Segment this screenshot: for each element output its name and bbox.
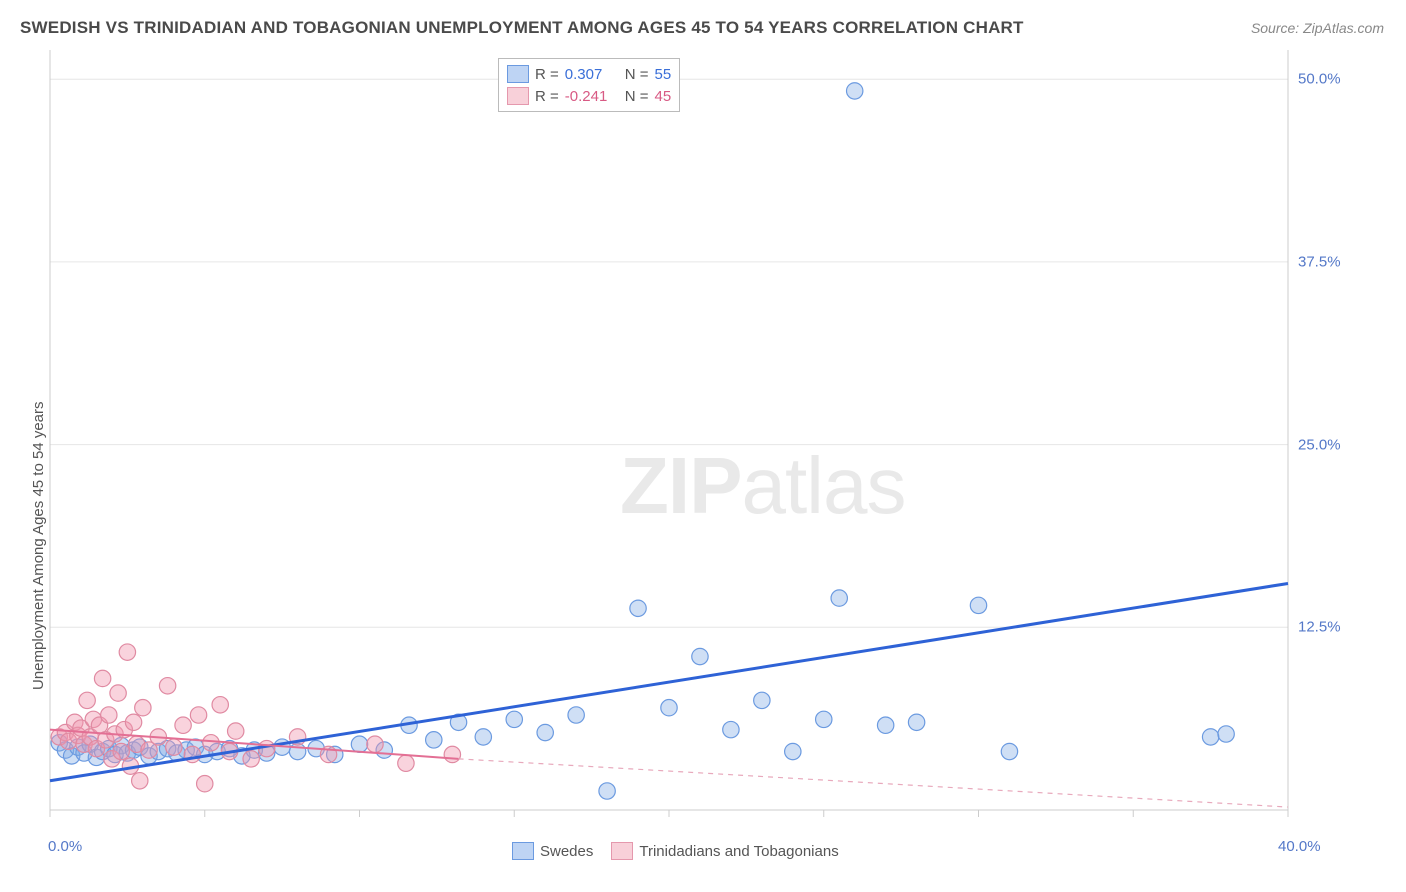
y-tick-label: 37.5%	[1298, 253, 1341, 270]
stats-row: R = 0.307 N = 55	[507, 63, 671, 85]
r-label: R =	[535, 66, 559, 83]
n-label: N =	[625, 66, 649, 83]
x-last-tick-label: 40.0%	[1278, 838, 1321, 855]
x-first-tick-label: 0.0%	[48, 838, 82, 855]
r-value: 0.307	[565, 66, 619, 83]
legend-swatch	[611, 842, 633, 860]
legend-item: Swedes	[512, 842, 593, 860]
n-value: 45	[655, 88, 672, 105]
y-tick-label: 50.0%	[1298, 71, 1341, 88]
stats-legend: R = 0.307 N = 55 R = -0.241 N = 45	[498, 58, 680, 112]
n-value: 55	[655, 66, 672, 83]
legend-swatch	[507, 87, 529, 105]
chart-title: SWEDISH VS TRINIDADIAN AND TOBAGONIAN UN…	[20, 18, 1024, 38]
y-tick-label: 25.0%	[1298, 436, 1341, 453]
series-legend: Swedes Trinidadians and Tobagonians	[512, 842, 839, 860]
legend-label: Trinidadians and Tobagonians	[639, 843, 838, 860]
r-value: -0.241	[565, 88, 619, 105]
y-tick-label: 12.5%	[1298, 619, 1341, 636]
chart-area: ZIPatlas R =0.307N =55R =-0.241N =45 Swe…	[50, 50, 1350, 840]
stats-row: R = -0.241 N = 45	[507, 85, 671, 107]
r-label: R =	[535, 88, 559, 105]
scatter-plot	[50, 50, 1288, 810]
y-axis-label: Unemployment Among Ages 45 to 54 years	[30, 401, 47, 690]
legend-swatch	[512, 842, 534, 860]
n-label: N =	[625, 88, 649, 105]
legend-label: Swedes	[540, 843, 593, 860]
source-attribution: Source: ZipAtlas.com	[1251, 20, 1384, 36]
legend-item: Trinidadians and Tobagonians	[611, 842, 838, 860]
legend-swatch	[507, 65, 529, 83]
